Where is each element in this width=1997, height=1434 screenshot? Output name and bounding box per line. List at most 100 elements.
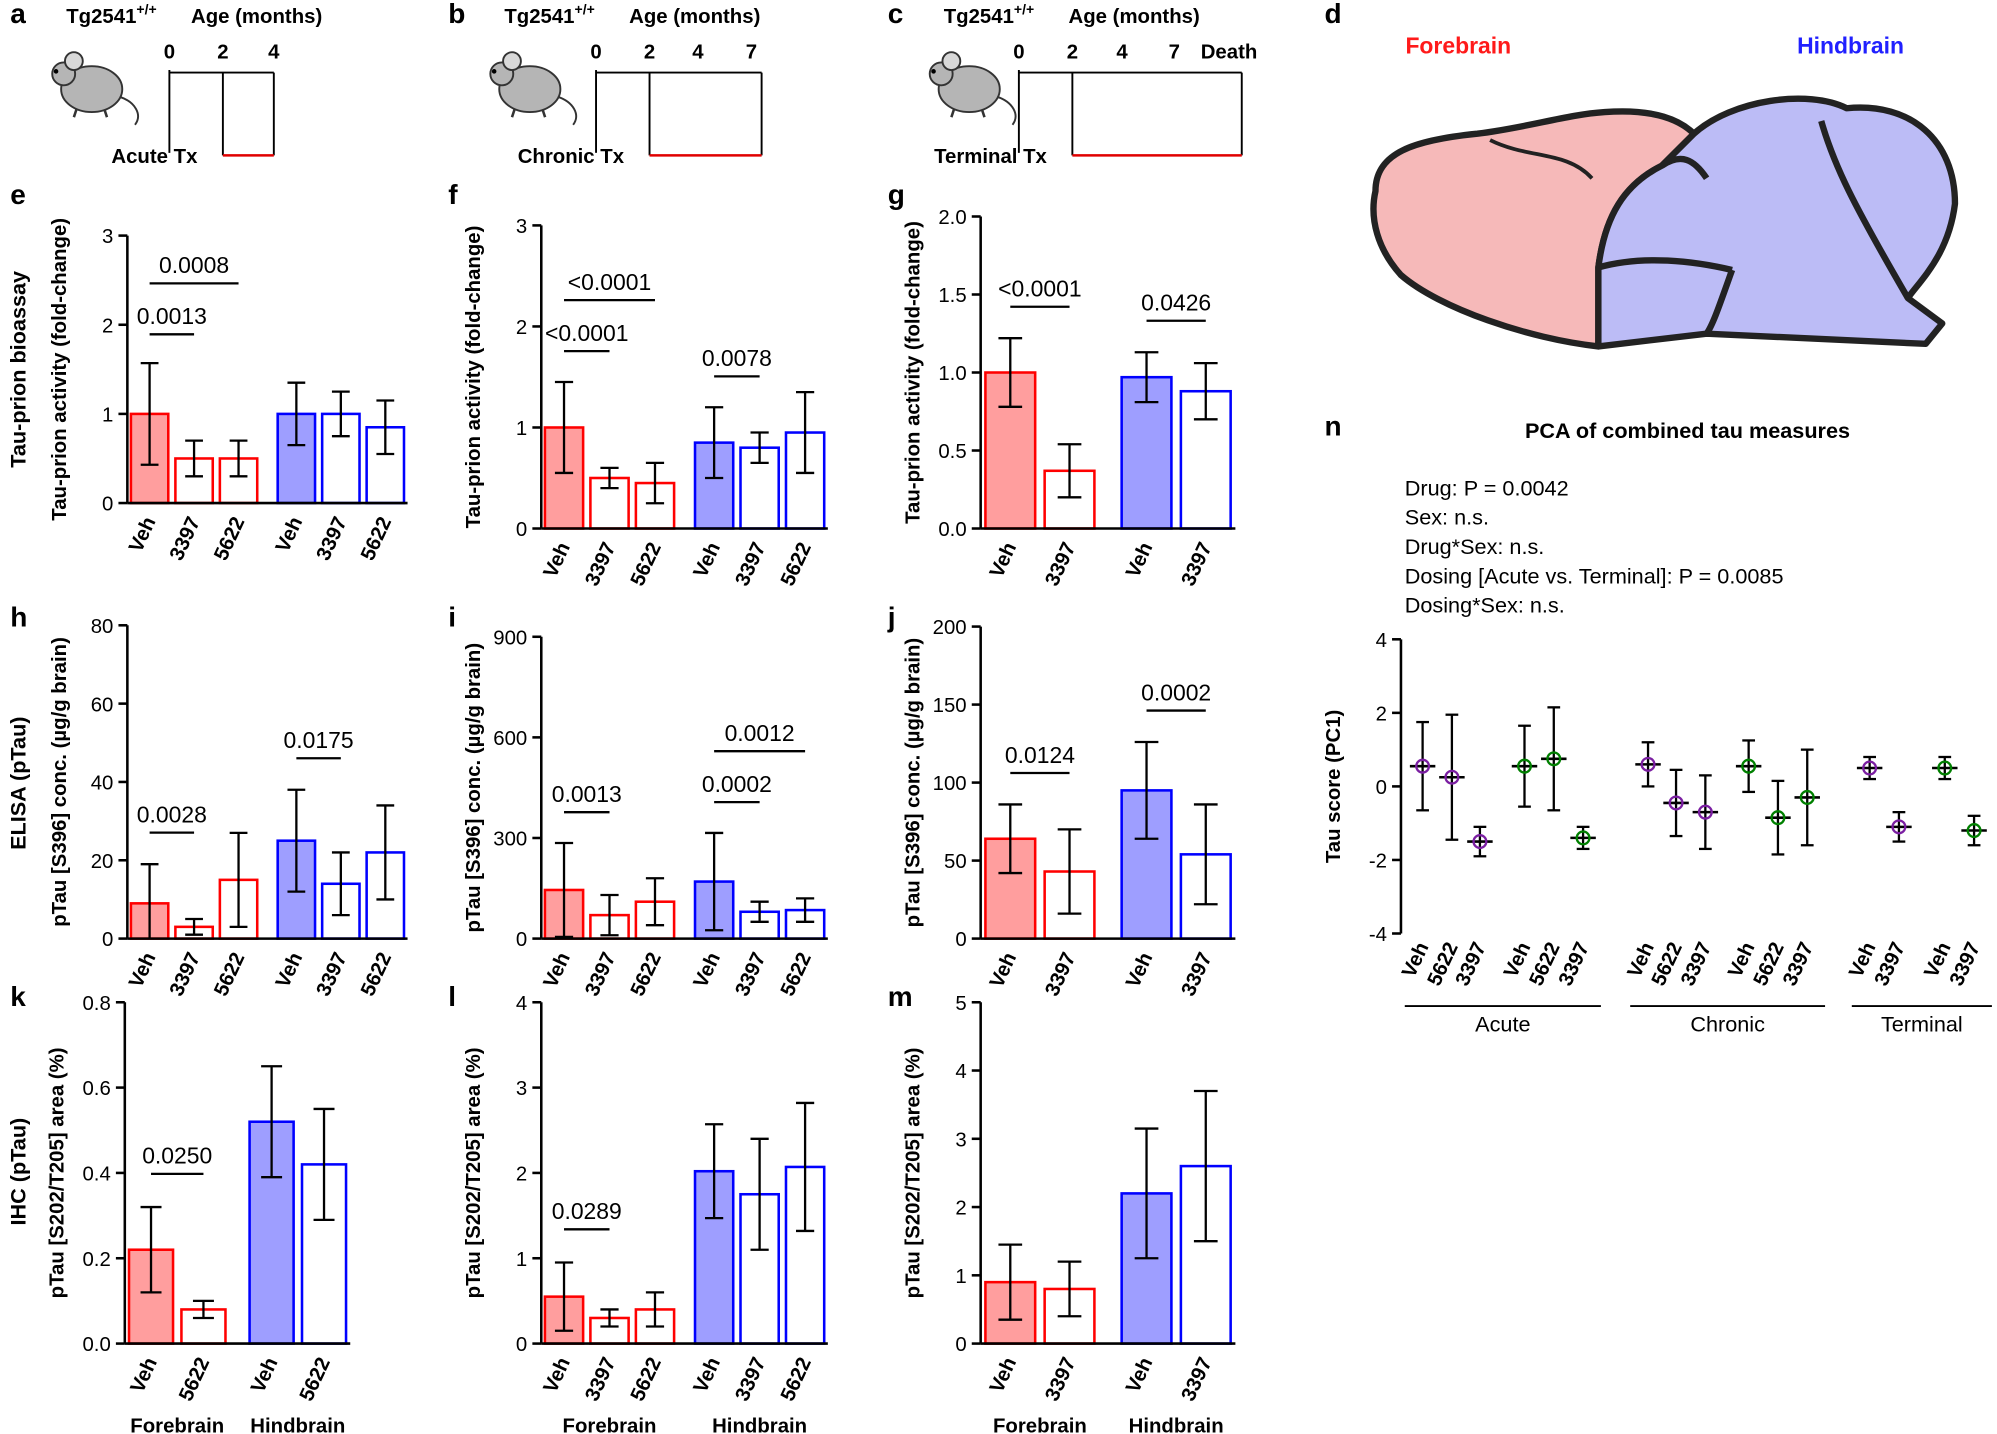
group-label: Acute	[1475, 1012, 1530, 1037]
strain-label: Tg2541+/+	[504, 1, 594, 28]
x-tick-label: 3397	[1041, 539, 1080, 589]
age-tick-label: 0	[1013, 42, 1024, 64]
panel-letter: l	[448, 981, 456, 1012]
y-tick-label: 150	[933, 695, 967, 717]
error-bar	[1057, 1260, 1082, 1318]
row-label: Tau-prion bioassay	[5, 271, 30, 468]
error-bar	[705, 831, 724, 932]
y-tick-label: 0.2	[82, 1249, 110, 1271]
panel-letter: g	[888, 179, 905, 210]
error-bar	[600, 893, 619, 937]
y-tick-label: 40	[91, 773, 114, 795]
group-label: Forebrain	[130, 1416, 224, 1434]
chart-title: PCA of combined tau measures	[1525, 418, 1850, 443]
x-tick-label: 5622	[627, 539, 666, 589]
x-tick-label: 3397	[731, 949, 770, 999]
region-label: Hindbrain	[1797, 32, 1904, 58]
y-tick-label: 0.0	[82, 1334, 110, 1356]
y-tick-label: 3	[516, 216, 527, 238]
y-tick-label: 0	[1376, 777, 1387, 799]
y-tick-label: 300	[493, 829, 527, 851]
error-bar	[140, 1205, 162, 1294]
y-tick-label: -2	[1369, 851, 1387, 873]
x-tick-label: 3397	[1041, 949, 1080, 999]
x-tick-label: Veh	[272, 949, 307, 991]
x-tick-label: Veh	[690, 1354, 725, 1396]
error-bar	[998, 803, 1023, 875]
error-bar	[1771, 779, 1785, 856]
y-tick-label: 2	[955, 1198, 966, 1220]
error-bar	[645, 461, 665, 505]
x-tick-label: 5622	[777, 949, 816, 999]
p-value: 0.0426	[1141, 290, 1211, 316]
x-tick-label: Veh	[690, 949, 725, 991]
error-bar	[313, 1107, 335, 1222]
p-value: 0.0012	[725, 720, 795, 746]
error-bar	[795, 1101, 815, 1233]
genotype: +/+	[136, 1, 156, 17]
x-tick-label: 3397	[731, 539, 770, 589]
stats-line: Drug: P = 0.0042	[1405, 475, 1569, 500]
age-tick-label: 2	[1067, 42, 1078, 64]
mean-marker	[1575, 830, 1591, 846]
stats-line: Dosing [Acute vs. Terminal]: P = 0.0085	[1405, 563, 1784, 588]
y-tick-label: 0	[102, 929, 113, 951]
x-tick-label: 3397	[1041, 1354, 1080, 1404]
mouse-icon	[489, 50, 578, 127]
mean-marker	[1640, 756, 1656, 772]
error-bar	[287, 788, 306, 893]
x-tick-label: Veh	[986, 1354, 1021, 1396]
group-label: Forebrain	[563, 1416, 657, 1434]
stats-line: Dosing*Sex: n.s.	[1405, 593, 1565, 618]
stats-line: Sex: n.s.	[1405, 505, 1489, 530]
error-bar	[1698, 774, 1712, 851]
error-bar	[998, 337, 1023, 408]
error-bar	[1518, 724, 1531, 808]
p-value: 0.0013	[137, 303, 207, 329]
mean-marker	[1415, 758, 1431, 774]
x-tick-label: 3397	[581, 1354, 620, 1404]
strain-name: Tg2541	[504, 6, 574, 28]
y-tick-label: 0	[516, 1334, 527, 1356]
mouse-icon	[50, 50, 140, 127]
age-tick-label: 2	[644, 42, 655, 64]
mean-marker	[1516, 758, 1533, 774]
p-value: 0.0008	[159, 252, 229, 278]
genotype: +/+	[575, 1, 595, 17]
y-tick-label: 0.0	[938, 519, 966, 541]
y-tick-label: 1	[516, 418, 527, 440]
y-axis-label: pTau [S396] conc. (µg/g brain)	[49, 637, 71, 927]
x-tick-label: Veh	[125, 949, 160, 991]
strain-name: Tg2541	[66, 6, 136, 28]
p-value: <0.0001	[568, 269, 651, 295]
genotype: +/+	[1014, 1, 1034, 17]
stats-line: Drug*Sex: n.s.	[1405, 534, 1545, 559]
x-tick-label: 3397	[1178, 1354, 1217, 1404]
treatment-label: Chronic Tx	[518, 146, 625, 168]
panel-letter: j	[887, 602, 896, 633]
group-label: Terminal	[1881, 1012, 1963, 1037]
error-bar	[1800, 748, 1814, 847]
x-tick-label: 5622	[777, 539, 816, 589]
mean-marker	[1741, 758, 1757, 774]
y-tick-label: 5	[955, 993, 966, 1015]
error-bar	[705, 406, 724, 480]
panel-letter: k	[10, 981, 26, 1012]
error-bar	[1193, 1089, 1218, 1243]
y-tick-label: 2	[516, 1164, 527, 1186]
error-bar	[1967, 814, 1981, 847]
age-label: Age (months)	[191, 6, 322, 28]
x-tick-label: Veh	[540, 1354, 575, 1396]
mean-marker	[1770, 810, 1786, 826]
mouse-icon	[928, 50, 1017, 127]
error-bar	[750, 1137, 769, 1251]
error-bar	[1193, 803, 1218, 906]
y-tick-label: 1	[955, 1266, 966, 1288]
error-bar	[331, 851, 350, 917]
y-tick-label: 0	[955, 1334, 966, 1356]
group-label: Hindbrain	[250, 1416, 345, 1434]
x-tick-label: 5622	[357, 514, 396, 564]
y-tick-label: 0	[516, 929, 527, 951]
error-bar	[1134, 740, 1159, 840]
mean-marker	[1862, 760, 1878, 776]
